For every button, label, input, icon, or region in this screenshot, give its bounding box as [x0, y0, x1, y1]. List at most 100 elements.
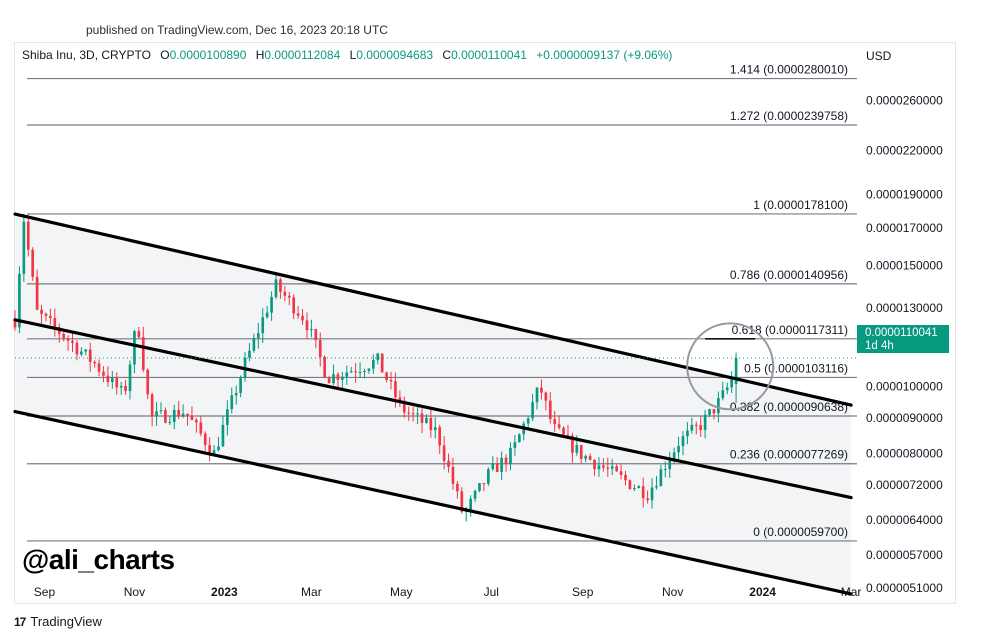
fib-level-label: 0.236 (0.0000077269)	[730, 448, 848, 462]
candle-body	[13, 319, 17, 328]
channel-line-middle	[13, 318, 853, 500]
candle-body	[717, 398, 720, 414]
candle-body	[690, 424, 694, 431]
candle-body	[610, 466, 614, 469]
candle-body	[394, 381, 397, 398]
candle-body	[159, 410, 163, 412]
legend-low-label: L	[349, 48, 357, 62]
candle-body	[487, 469, 490, 484]
candle-body	[22, 221, 26, 274]
x-tick-label: Nov	[662, 585, 683, 599]
candle-body	[531, 402, 534, 419]
candle-body	[93, 361, 96, 364]
candle-body	[177, 409, 181, 417]
legend-symbol: Shiba Inu, 3D, CRYPTO	[22, 48, 151, 62]
candle-body	[699, 425, 703, 430]
candle-body	[296, 313, 300, 316]
candle-body	[438, 427, 442, 446]
fib-level-label: 1 (0.0000178100)	[753, 198, 848, 212]
legend-open-label: O	[160, 48, 170, 62]
candle-body	[164, 410, 167, 423]
legend-close-value: 0.0000110041	[451, 48, 527, 62]
candle-body	[557, 424, 561, 428]
y-tick-label: 0.0000064000	[866, 513, 943, 527]
candle-body	[150, 394, 154, 417]
candle-body	[358, 372, 362, 374]
fib-level-label: 0 (0.0000059700)	[753, 525, 848, 539]
candle-body	[327, 377, 331, 384]
candle-body	[372, 360, 375, 369]
fib-level-label: 1.414 (0.0000280010)	[730, 63, 848, 77]
legend-high-value: 0.0000112084	[264, 48, 341, 62]
x-tick-label: 2024	[749, 585, 776, 599]
candle-body	[203, 433, 207, 445]
channel-line-lower	[13, 409, 853, 596]
candle-body	[349, 371, 353, 373]
candle-body	[341, 376, 344, 380]
candle-body	[650, 487, 654, 501]
tradingview-brand-text: TradingView	[30, 614, 102, 629]
y-tick-label: 0.0000170000	[866, 221, 943, 235]
candle-body	[606, 467, 610, 469]
candle-body	[208, 444, 211, 454]
candle-body	[265, 312, 269, 318]
candle-body	[53, 318, 57, 327]
legend-change: +0.0000009137 (+9.06%)	[536, 48, 673, 62]
candle-body	[226, 409, 229, 425]
candle-body	[217, 446, 220, 451]
candle-body	[88, 349, 92, 362]
candle-body	[442, 445, 446, 461]
footer-brand[interactable]: 17 TradingView	[14, 614, 102, 629]
candle-body	[62, 333, 65, 339]
y-tick-label: 0.0000090000	[866, 411, 943, 425]
fib-level-label: 0.5 (0.0000103116)	[744, 361, 848, 375]
fib-level-label: 0.382 (0.0000090638)	[730, 400, 848, 414]
candle-body	[478, 483, 481, 491]
candle-body	[429, 417, 433, 431]
candle-body	[336, 374, 340, 380]
published-caption: published on TradingView.com, Dec 16, 20…	[86, 23, 388, 37]
candle-body	[548, 400, 552, 419]
y-tick-label: 0.0000072000	[866, 478, 943, 492]
candle-body	[398, 397, 402, 401]
candle-body	[66, 338, 70, 341]
candle-body	[730, 378, 733, 388]
candle-body	[416, 413, 419, 415]
candle-body	[593, 459, 596, 470]
y-tick-label: 0.0000130000	[866, 301, 943, 315]
candle-body	[703, 414, 707, 430]
candle-body	[119, 385, 123, 388]
candle-body	[535, 387, 539, 403]
current-price-tag: 0.0000110041 1d 4h	[857, 325, 949, 353]
candle-body	[40, 309, 43, 314]
candle-body	[544, 392, 548, 401]
candle-body	[513, 442, 517, 448]
candle-body	[75, 342, 79, 355]
candle-body	[712, 409, 716, 414]
candle-body	[44, 313, 48, 316]
tradingview-logo-icon: 17	[14, 614, 26, 629]
author-watermark: @ali_charts	[22, 544, 175, 575]
candle-body	[248, 350, 251, 358]
candle-body	[411, 413, 415, 415]
x-tick-label: Nov	[124, 585, 145, 599]
candle-body	[212, 450, 216, 454]
candle-body	[517, 434, 521, 443]
candle-body	[18, 273, 21, 328]
candle-body	[602, 465, 605, 468]
candle-body	[80, 351, 83, 355]
y-tick-label: 0.0000220000	[866, 144, 943, 158]
candle-body	[389, 379, 393, 382]
candle-body	[721, 390, 725, 399]
currency-label[interactable]: USD	[866, 49, 892, 63]
candle-body	[624, 474, 627, 481]
candle-body	[292, 297, 296, 314]
candle-body	[155, 411, 158, 417]
candle-body	[672, 452, 676, 461]
candle-body	[447, 460, 450, 467]
candle-body	[495, 463, 499, 473]
candle-body	[482, 483, 486, 485]
candle-body	[708, 409, 711, 415]
candle-body	[318, 340, 322, 357]
